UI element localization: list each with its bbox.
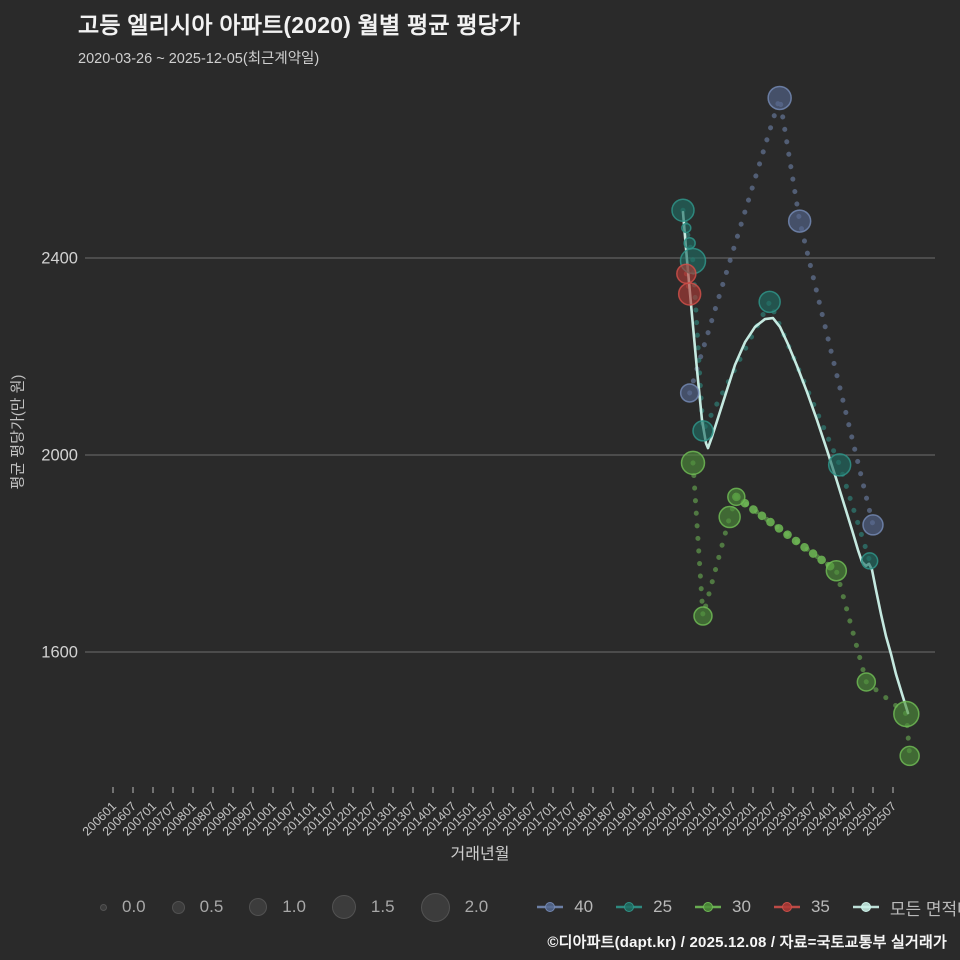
size-dot-icon (331, 895, 356, 919)
data-point-35[interactable] (677, 282, 702, 306)
legend-line-dot-icon (852, 902, 879, 912)
y-tick-label: 1600 (41, 644, 78, 662)
data-point-30[interactable] (718, 505, 741, 529)
data-point-25[interactable] (860, 552, 879, 570)
series-dotted-line-25 (680, 207, 873, 564)
size-label: 1.0 (282, 897, 306, 916)
data-point-40[interactable] (767, 85, 792, 111)
data-point-30[interactable] (693, 606, 713, 626)
legend-bar: 0.0 0.5 1.0 1.5 2.0 40 25 30 35 모든 면적대 평균값 (0, 890, 960, 924)
attribution: ©디아파트(dapt.kr) / 2025.12.08 / 자료=국토교통부 실… (547, 934, 947, 951)
data-point-25[interactable] (827, 453, 852, 477)
legend-series-item-40[interactable]: 40 (536, 897, 593, 917)
data-point-30[interactable] (727, 487, 746, 507)
legend-line-dot-icon (616, 902, 643, 912)
chart-header: 고등 엘리시아 아파트(2020) 월별 평균 평당가 2020-03-26 ~… (78, 6, 520, 68)
size-dot-icon (249, 898, 268, 916)
size-dot-icon (420, 892, 450, 922)
data-point-35[interactable] (676, 263, 697, 285)
data-point-25[interactable] (758, 290, 781, 314)
data-point-25[interactable] (683, 236, 696, 250)
legend-series-label: 40 (574, 897, 594, 916)
chart-title: 고등 엘리시아 아파트(2020) 월별 평균 평당가 (78, 12, 521, 38)
data-point-25[interactable] (671, 198, 695, 222)
legend-series-label: 25 (653, 897, 673, 916)
series-legend: 40 25 30 35 모든 면적대 평균값 (514, 895, 960, 920)
data-point-25[interactable] (692, 420, 714, 442)
legend-series-label: 모든 면적대 평균값 (889, 899, 960, 919)
size-legend: 0.0 0.5 1.0 1.5 2.0 (100, 892, 514, 922)
series-highlight-segment-30 (732, 492, 841, 575)
data-point-30[interactable] (680, 450, 706, 476)
legend-size-item: 1.5 (331, 895, 395, 919)
data-point-25[interactable] (681, 222, 692, 234)
legend-series-item-30[interactable]: 30 (694, 897, 751, 917)
data-point-30[interactable] (825, 559, 848, 582)
data-point-30[interactable] (899, 745, 920, 767)
x-axis-title: 거래년월 (450, 846, 510, 863)
data-point-40[interactable] (862, 514, 884, 536)
data-point-30[interactable] (893, 700, 920, 728)
legend-size-item: 0.5 (171, 897, 224, 917)
legend-line-dot-icon (695, 902, 722, 912)
legend-size-item: 1.0 (249, 897, 306, 917)
size-dot-icon (171, 900, 185, 914)
y-tick-label: 2000 (41, 447, 78, 465)
legend-size-item: 2.0 (420, 892, 489, 922)
size-label: 0.5 (199, 897, 224, 916)
average-line (681, 210, 910, 715)
size-label: 2.0 (464, 897, 489, 916)
legend-line-dot-icon (773, 902, 800, 912)
legend-series-label: 30 (732, 897, 751, 916)
legend-series-label: 35 (810, 897, 830, 916)
data-point-40[interactable] (787, 209, 812, 233)
legend-series-item-35[interactable]: 35 (773, 897, 830, 917)
chart-subtitle: 2020-03-26 ~ 2025-12-05(최근계약일) (78, 51, 320, 67)
legend-line-dot-icon (537, 902, 564, 912)
legend-series-item-모든 면적대 평균값[interactable]: 모든 면적대 평균값 (852, 895, 960, 920)
plot-canvas: 2400200016002006012006072007012007072008… (41, 85, 935, 839)
data-point-40[interactable] (679, 383, 700, 403)
y-tick-label: 2400 (41, 250, 78, 268)
size-label: 0.0 (122, 897, 146, 916)
size-label: 1.5 (370, 897, 395, 916)
data-point-30[interactable] (856, 672, 877, 692)
size-dot-icon (100, 903, 107, 911)
legend-series-item-25[interactable]: 25 (615, 897, 672, 917)
legend-size-item: 0.0 (100, 897, 146, 917)
